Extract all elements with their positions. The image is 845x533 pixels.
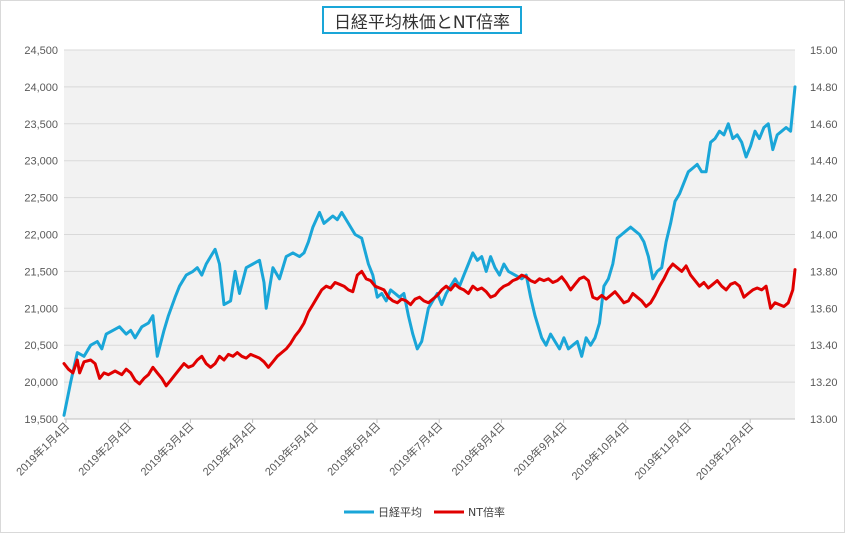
left-tick-label: 22,000: [24, 230, 58, 242]
left-tick-label: 21,500: [24, 266, 58, 278]
x-tick-label: 2019年8月4日: [448, 419, 507, 478]
series-line-nikkei: [62, 85, 797, 417]
x-tick-label: 2019年6月4日: [324, 419, 383, 478]
right-axis-ticks: 13.00 13.20 13.40 13.60 13.80 14.00 14.20 14.40…: [810, 45, 838, 426]
right-tick-label: 15.00: [810, 45, 838, 57]
left-tick-label: 23,000: [24, 156, 58, 168]
legend-label: 日経平均: [378, 506, 422, 519]
right-tick-label: 14.60: [810, 119, 838, 131]
left-tick-label: 24,000: [24, 82, 58, 94]
chart-title: 日経平均株価とNT倍率: [322, 6, 522, 34]
x-tick-label: 2019年3月4日: [137, 419, 196, 478]
right-tick-label: 13.40: [810, 340, 838, 352]
x-tick-label: 2019年12月4日: [693, 419, 757, 483]
series-line-nt-ratio: [62, 262, 797, 388]
x-tick-label: 2019年9月4日: [511, 419, 570, 478]
legend: 日経平均 NT倍率: [344, 505, 505, 519]
legend-label: NT倍率: [468, 505, 505, 519]
series-lines: [62, 85, 797, 417]
x-tick-label: 2019年2月4日: [75, 419, 134, 478]
x-tick-label: 2019年4月4日: [200, 419, 259, 478]
right-tick-label: 13.60: [810, 303, 838, 315]
left-tick-label: 23,500: [24, 119, 58, 131]
x-tick-label: 2019年1月4日: [13, 419, 72, 478]
left-tick-label: 24,500: [24, 45, 58, 57]
right-tick-label: 14.20: [810, 193, 838, 205]
left-tick-label: 19,500: [24, 414, 58, 426]
right-tick-label: 13.00: [810, 414, 838, 426]
right-tick-label: 13.20: [810, 377, 838, 389]
x-tick-label: 2019年10月4日: [568, 419, 632, 483]
x-tick-label: 2019年11月4日: [631, 419, 694, 482]
right-tick-label: 13.80: [810, 266, 838, 278]
left-tick-label: 22,500: [24, 193, 58, 205]
x-tick-label: 2019年5月4日: [262, 419, 321, 478]
right-tick-label: 14.00: [810, 230, 838, 242]
right-tick-label: 14.40: [810, 156, 838, 168]
left-axis-ticks: 19,500 20,000 20,500 21,000 21,500 22,000 22,5…: [24, 45, 58, 426]
left-tick-label: 20,000: [24, 377, 58, 389]
x-tick-label: 2019年7月4日: [386, 419, 445, 478]
right-tick-label: 14.80: [810, 82, 838, 94]
gridlines: [64, 49, 795, 420]
left-tick-label: 20,500: [24, 340, 58, 352]
left-tick-label: 21,000: [24, 303, 58, 315]
x-axis-labels: 2019年1月4日 2019年2月4日 2019年3月4日 2019年4月4日 2019…: [13, 419, 756, 483]
